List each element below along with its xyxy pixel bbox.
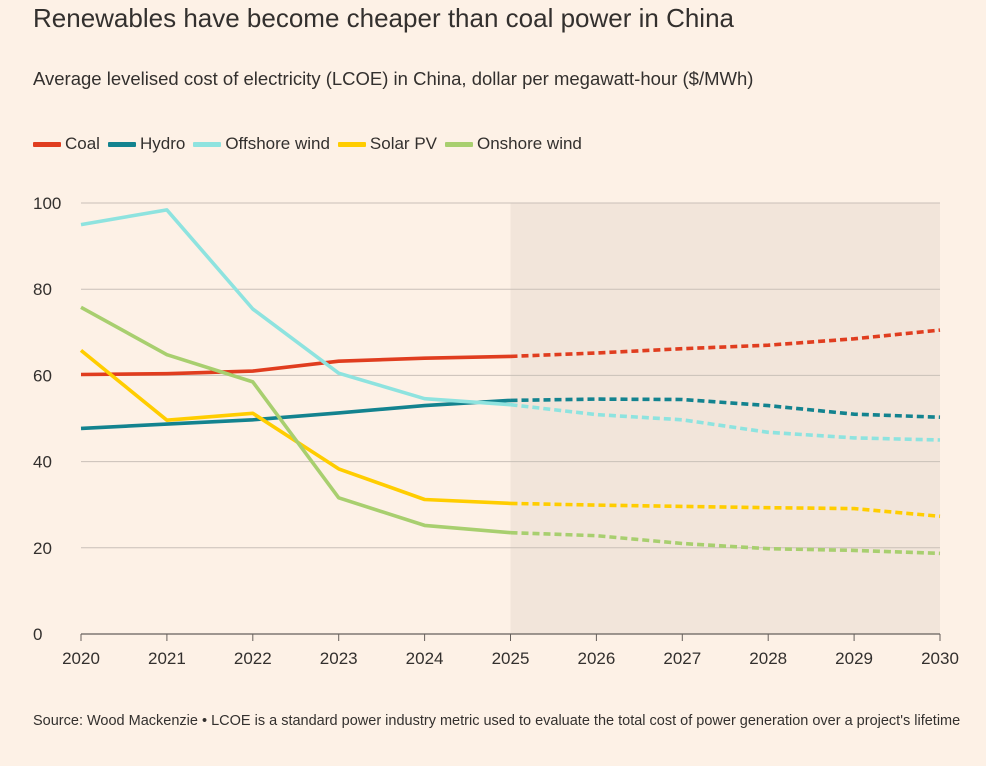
- legend-label-coal: Coal: [65, 134, 100, 153]
- chart-title: Renewables have become cheaper than coal…: [33, 3, 734, 33]
- legend-label-solar-pv: Solar PV: [369, 134, 437, 153]
- forecast-region: [510, 203, 940, 634]
- legend-label-offshore-wind: Offshore wind: [225, 134, 330, 153]
- x-tick-label-2025: 2025: [492, 649, 530, 668]
- x-tick-label-2030: 2030: [921, 649, 959, 668]
- y-tick-label-60: 60: [33, 366, 52, 385]
- series-line-coal-forecast: [510, 328, 941, 359]
- legend-item-solar-pv: Solar PV: [337, 134, 437, 154]
- x-tick-label-2027: 2027: [663, 649, 701, 668]
- legend-swatch-solar-pv: [337, 141, 366, 147]
- x-tick-label-2023: 2023: [320, 649, 358, 668]
- legend-swatch-onshore-wind: [445, 141, 473, 147]
- series-line-hydro-forecast: [510, 397, 941, 419]
- legend-swatch-hydro: [107, 141, 136, 147]
- y-tick-label-80: 80: [33, 280, 52, 299]
- y-tick-label-20: 20: [33, 539, 52, 558]
- series-line-solar-pv-forecast: [510, 501, 941, 519]
- legend: Coal Hydro Offshore wind Solar PV Onshor…: [33, 133, 590, 155]
- chart-subtitle: Average levelised cost of electricity (L…: [33, 68, 754, 89]
- legend-swatch-coal: [33, 141, 61, 147]
- legend-swatch-offshore-wind: [193, 141, 222, 147]
- legend-item-offshore-wind: Offshore wind: [193, 134, 330, 154]
- legend-item-hydro: Hydro: [107, 134, 186, 154]
- legend-item-onshore-wind: Onshore wind: [445, 134, 582, 154]
- legend-label-hydro: Hydro: [139, 134, 186, 153]
- x-tick-label-2028: 2028: [749, 649, 787, 668]
- x-tick-label-2022: 2022: [234, 649, 272, 668]
- y-tick-label-100: 100: [33, 194, 61, 213]
- x-tick-label-2029: 2029: [835, 649, 873, 668]
- line-chart: 0 20 40 60 80 100 2020 2021 2022 2023 2024 2025 2026…: [33, 194, 959, 668]
- y-tick-label-0: 0: [33, 625, 42, 644]
- series-line-hydro-historic: [80, 398, 511, 431]
- legend-item-coal: Coal: [33, 134, 100, 154]
- series-line-coal-historic: [80, 354, 511, 377]
- series-line-offshore-wind-historic: [80, 208, 511, 407]
- series-line-onshore-wind-forecast: [510, 530, 941, 556]
- series-line-offshore-wind-forecast: [510, 402, 941, 442]
- x-tick-label-2024: 2024: [406, 649, 444, 668]
- y-tick-label-40: 40: [33, 453, 52, 472]
- legend-label-onshore-wind: Onshore wind: [477, 134, 582, 153]
- series-line-onshore-wind-historic: [80, 305, 511, 535]
- x-tick-label-2021: 2021: [148, 649, 186, 668]
- source-note: Source: Wood Mackenzie • LCOE is a stand…: [33, 713, 961, 729]
- x-tick-label-2026: 2026: [577, 649, 615, 668]
- x-tick-label-2020: 2020: [62, 649, 100, 668]
